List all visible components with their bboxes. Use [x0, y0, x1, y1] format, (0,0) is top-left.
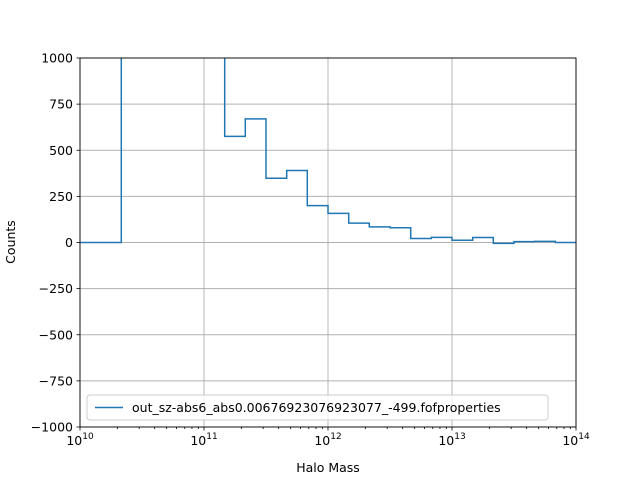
y-tick-label: −750: [39, 373, 73, 388]
x-tick-label: 1010: [66, 432, 94, 448]
y-tick-label: 500: [49, 143, 73, 158]
y-tick-label: −250: [39, 281, 73, 296]
legend-label: out_sz-abs6_abs0.00676923076923077_-499.…: [132, 400, 501, 415]
x-axis-label: Halo Mass: [296, 460, 360, 475]
y-tick-label: −1000: [31, 420, 73, 435]
legend: out_sz-abs6_abs0.00676923076923077_-499.…: [86, 394, 549, 421]
y-tick-label: 250: [49, 189, 73, 204]
histogram-series-line: [80, 58, 576, 245]
y-axis: 1000 750 500 250 0 −250 −500 −750 −1000: [31, 51, 80, 435]
x-tick-label: 1014: [562, 432, 590, 448]
x-axis: 1010 1011 1012 1013 1014: [66, 427, 590, 448]
x-tick-label: 1013: [438, 432, 465, 448]
y-tick-label: −500: [39, 327, 73, 342]
y-tick-label: 1000: [41, 51, 73, 66]
x-tick-label: 1011: [190, 432, 217, 448]
y-tick-label: 750: [49, 97, 73, 112]
y-tick-label: 0: [65, 235, 73, 250]
legend-box: [86, 394, 549, 421]
x-tick-label: 1012: [314, 432, 341, 448]
y-axis-label: Counts: [3, 220, 18, 264]
series-layer: [80, 58, 576, 245]
